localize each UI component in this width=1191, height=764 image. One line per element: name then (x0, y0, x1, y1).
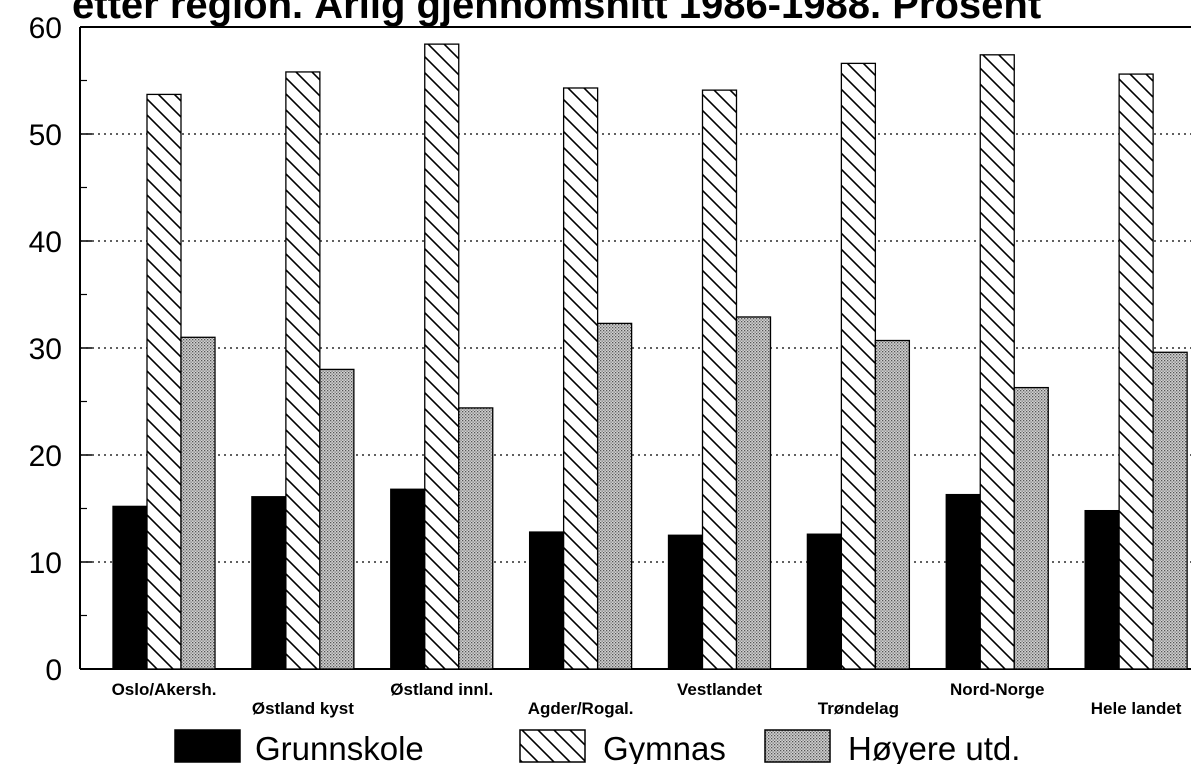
bar-gymnas (1118, 73, 1154, 670)
bar-grunnskole (251, 496, 287, 670)
bar-hoyere-utd (1013, 386, 1049, 670)
category-label: Oslo/Akersh. (112, 680, 217, 699)
legend-label-gymnas: Gymnas (603, 730, 726, 764)
y-tick-label: 30 (29, 333, 62, 366)
bar-gymnas (701, 89, 738, 670)
legend-swatch-hoyere-utd (764, 729, 831, 763)
category-label: Hele landet (1091, 699, 1182, 718)
bars (112, 43, 1188, 670)
legend-label-grunnskole: Grunnskole (255, 730, 424, 764)
y-tick-label: 10 (29, 547, 62, 580)
legend: Grunnskole Gymnas Høyere utd. (174, 729, 1020, 764)
bar-grunnskole (390, 488, 426, 670)
bar-hoyere-utd (596, 322, 633, 670)
bar-grunnskole (945, 493, 981, 670)
y-tick-label: 60 (29, 12, 62, 45)
category-label: Trøndelag (818, 699, 899, 718)
y-tick-label: 0 (45, 654, 62, 687)
legend-label-hoyere-utd: Høyere utd. (848, 730, 1020, 764)
category-label: Østland kyst (252, 699, 354, 718)
bar-grunnskole (667, 534, 704, 670)
chart-title: etter region. Årlig gjennomsnitt 1986-19… (72, 0, 1041, 27)
bar-hoyere-utd (458, 407, 494, 670)
bar-hoyere-utd (1152, 351, 1188, 670)
bar-gymnas (840, 62, 877, 670)
y-tick-label: 50 (29, 119, 62, 152)
bar-gymnas (285, 71, 321, 670)
x-axis-category-labels: Oslo/Akersh. Østland kyst Østland innl. Agd… (112, 680, 1182, 718)
bar-hoyere-utd (735, 316, 772, 670)
bar-grunnskole (1084, 509, 1120, 670)
bar-hoyere-utd (874, 339, 911, 670)
bar-gymnas (146, 93, 182, 670)
bar-gymnas (424, 43, 460, 670)
y-tick-label: 40 (29, 226, 62, 259)
bar-hoyere-utd (319, 368, 355, 670)
y-axis-tick-labels: 0 10 20 30 40 50 60 (29, 12, 62, 687)
category-label: Agder/Rogal. (528, 699, 634, 718)
category-label: Østland innl. (390, 680, 493, 699)
y-tick-label: 20 (29, 440, 62, 473)
bar-gymnas (562, 87, 599, 670)
legend-swatch-gymnas (519, 729, 586, 763)
bar-grunnskole (806, 533, 843, 670)
legend-swatch-grunnskole (174, 729, 241, 763)
bar-grunnskole (528, 531, 565, 670)
category-label: Nord-Norge (950, 680, 1044, 699)
bar-grunnskole (112, 505, 148, 670)
bar-gymnas (979, 54, 1015, 670)
category-label: Vestlandet (677, 680, 762, 699)
bar-hoyere-utd (180, 336, 216, 670)
